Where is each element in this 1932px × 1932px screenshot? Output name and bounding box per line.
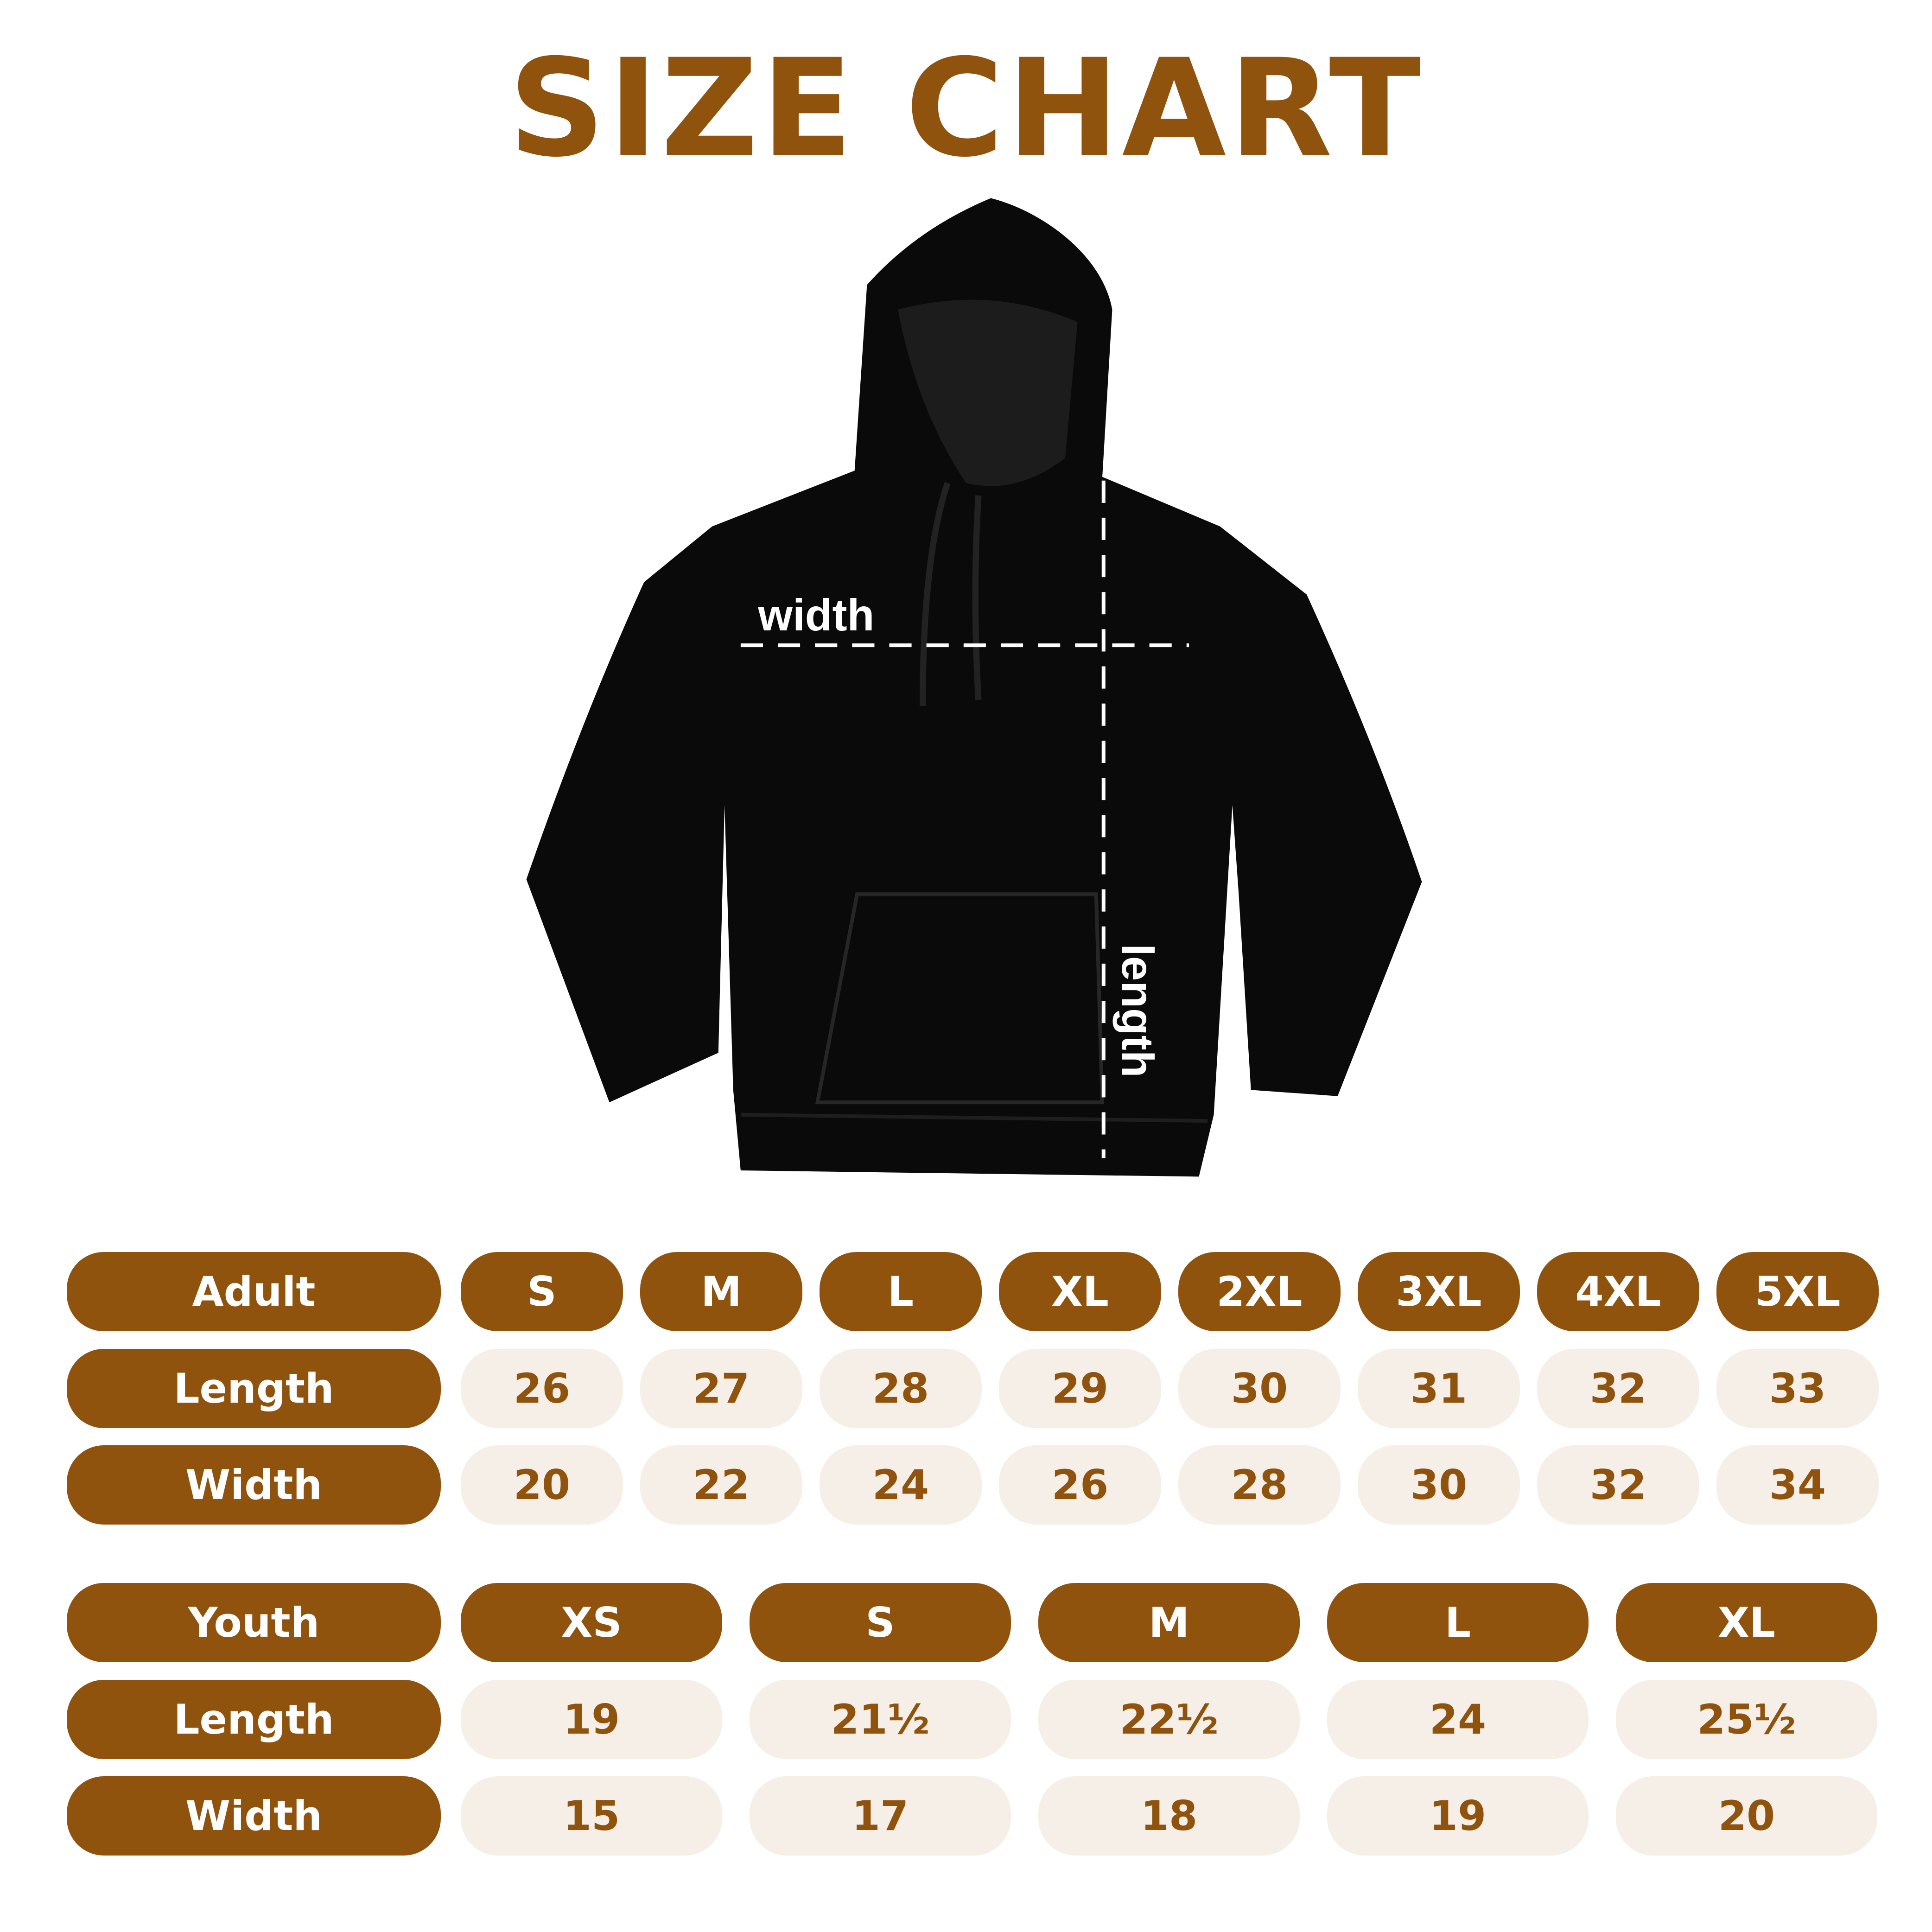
youth-value-cell: 18 [1038, 1776, 1300, 1856]
adult-value-cell: 30 [1358, 1445, 1520, 1525]
adult-size-header: S [461, 1252, 623, 1331]
adult-size-header: 2XL [1178, 1252, 1341, 1331]
adult-value-cell: 28 [820, 1349, 982, 1428]
adult-value-cell: 27 [640, 1349, 802, 1428]
adult-value-cell: 29 [999, 1349, 1161, 1428]
adult-size-header: 4XL [1537, 1252, 1699, 1331]
youth-value-cell: 17 [750, 1776, 1011, 1856]
adult-header-label: Adult [67, 1252, 441, 1331]
youth-value-cell: 22½ [1038, 1680, 1300, 1759]
adult-size-header: XL [999, 1252, 1161, 1331]
adult-value-cell: 22 [640, 1445, 802, 1525]
hoodie-illustration [526, 198, 1422, 1177]
youth-value-cell: 24 [1327, 1680, 1589, 1759]
youth-row-label: Length [67, 1680, 441, 1759]
adult-size-header: 3XL [1358, 1252, 1520, 1331]
adult-size-header: 5XL [1716, 1252, 1879, 1331]
youth-size-header: XS [461, 1583, 722, 1662]
youth-value-cell: 15 [461, 1776, 722, 1856]
adult-value-cell: 28 [1178, 1445, 1341, 1525]
youth-size-header: XL [1616, 1583, 1877, 1662]
youth-header-label: Youth [67, 1583, 441, 1662]
width-label: width [757, 591, 874, 640]
adult-value-cell: 32 [1537, 1349, 1699, 1428]
adult-value-cell: 33 [1716, 1349, 1879, 1428]
adult-size-header: M [640, 1252, 802, 1331]
youth-size-header: L [1327, 1583, 1589, 1662]
adult-value-cell: 34 [1716, 1445, 1879, 1525]
adult-value-cell: 24 [820, 1445, 982, 1525]
adult-value-cell: 31 [1358, 1349, 1520, 1428]
adult-row-label: Width [67, 1445, 441, 1525]
youth-value-cell: 21½ [750, 1680, 1011, 1759]
adult-row-label: Length [67, 1349, 441, 1428]
youth-size-header: M [1038, 1583, 1300, 1662]
youth-value-cell: 19 [461, 1680, 722, 1759]
youth-size-header: S [750, 1583, 1011, 1662]
adult-value-cell: 26 [999, 1445, 1161, 1525]
youth-value-cell: 19 [1327, 1776, 1589, 1856]
adult-value-cell: 20 [461, 1445, 623, 1525]
adult-value-cell: 30 [1178, 1349, 1341, 1428]
youth-value-cell: 25½ [1616, 1680, 1877, 1759]
adult-size-header: L [820, 1252, 982, 1331]
youth-value-cell: 20 [1616, 1776, 1877, 1856]
page-title: SIZE CHART [508, 31, 1424, 187]
length-label: length [1112, 944, 1162, 1078]
adult-value-cell: 32 [1537, 1445, 1699, 1525]
adult-value-cell: 26 [461, 1349, 623, 1428]
youth-row-label: Width [67, 1776, 441, 1856]
